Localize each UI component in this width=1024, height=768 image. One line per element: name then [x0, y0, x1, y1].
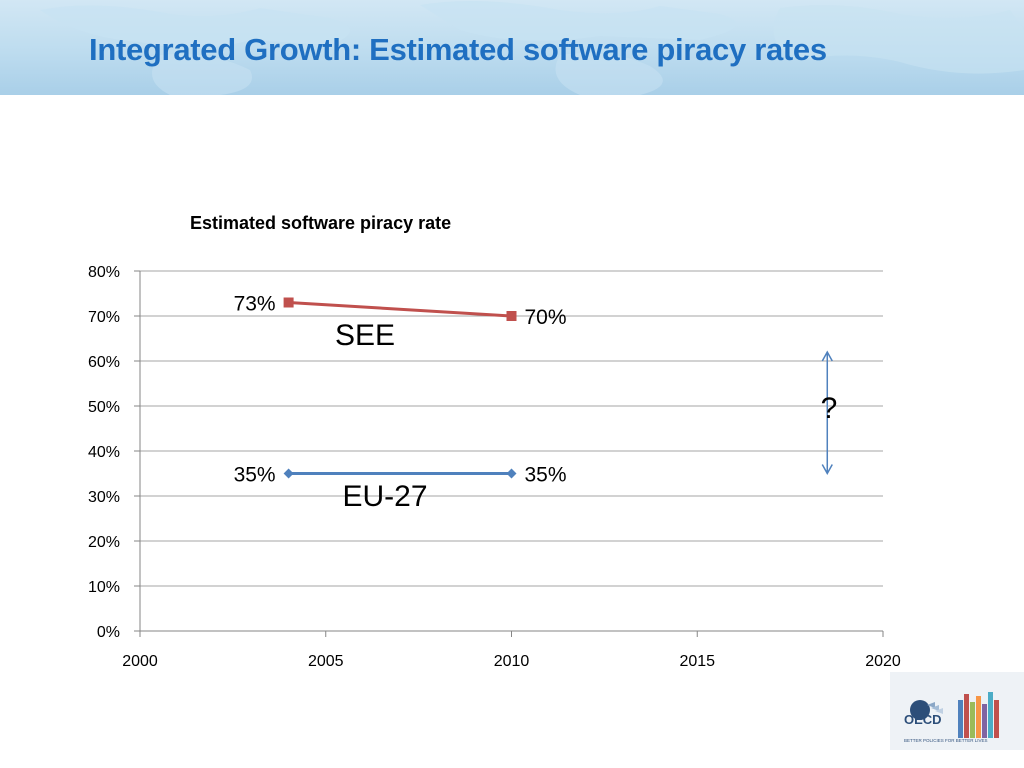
series-line-see: [288, 301, 512, 318]
x-axis: 2000 2005 2010 2015 2020: [122, 631, 901, 670]
x-tick-label: 2010: [494, 653, 530, 670]
series-name-eu27: EU-27: [342, 480, 427, 513]
y-tick-label: 30%: [88, 489, 120, 506]
y-tick-label: 50%: [88, 399, 120, 416]
series-name-see: SEE: [335, 319, 395, 352]
data-label: 35%: [234, 464, 276, 487]
arrow-head-up: [821, 350, 833, 362]
question-arrow: [821, 350, 833, 476]
oecd-50-emblem: [910, 692, 999, 738]
data-label: 35%: [525, 464, 567, 487]
y-tick-label: 60%: [88, 354, 120, 371]
data-point: [506, 468, 517, 479]
y-tick-label: 70%: [88, 309, 120, 326]
x-tick-label: 2005: [308, 653, 344, 670]
gridlines: [140, 270, 883, 632]
world-map-background: [40, 1, 1024, 95]
data-point: [283, 468, 294, 479]
chart-title: Estimated software piracy rate: [190, 213, 451, 233]
y-tick-label: 40%: [88, 444, 120, 461]
y-axis: 0% 10% 20% 30% 40% 50% 60% 70% 80%: [88, 264, 141, 641]
y-tick-label: 0%: [97, 624, 120, 641]
x-tick-label: 2020: [865, 653, 901, 670]
data-point: [506, 311, 517, 321]
oecd-logo: OECD BETTER POLICIES FOR BETTER LIVES: [890, 672, 1024, 750]
data-label: 73%: [234, 293, 276, 316]
oecd-wordmark: OECD: [904, 712, 942, 727]
data-point: [283, 297, 294, 308]
y-tick-label: 10%: [88, 579, 120, 596]
header-banner: Integrated Growth: Estimated software pi…: [0, 0, 1024, 95]
data-label: 70%: [525, 306, 567, 329]
data-series: 73% 70% 35% 35%: [234, 293, 567, 487]
slide-title: Integrated Growth: Estimated software pi…: [89, 32, 827, 67]
x-tick-label: 2015: [679, 653, 715, 670]
y-tick-label: 80%: [88, 264, 120, 281]
question-mark-label: ?: [821, 392, 838, 425]
oecd-tagline: BETTER POLICIES FOR BETTER LIVES: [904, 738, 988, 743]
y-tick-label: 20%: [88, 534, 120, 551]
x-tick-label: 2000: [122, 653, 158, 670]
arrow-head-down: [821, 464, 833, 476]
